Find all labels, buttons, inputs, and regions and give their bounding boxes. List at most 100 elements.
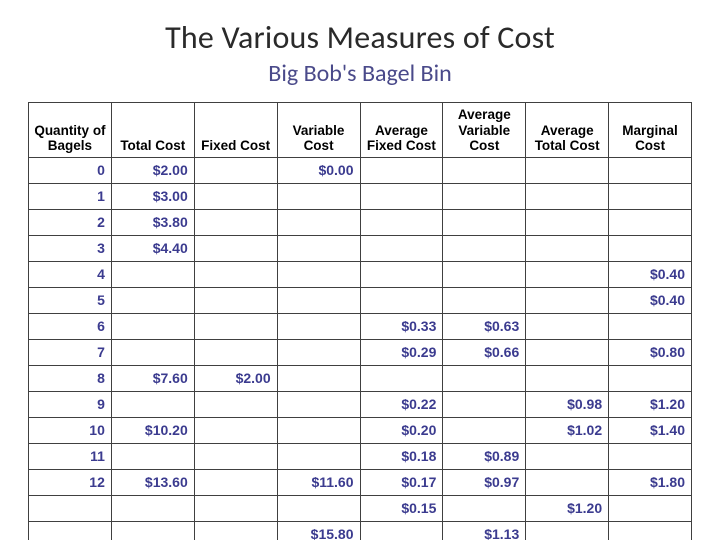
table-cell [526, 158, 609, 184]
table-cell: $0.33 [360, 314, 443, 340]
table-cell: $0.20 [360, 418, 443, 444]
table-col-header: Average Variable Cost [443, 103, 526, 158]
table-cell [443, 210, 526, 236]
table-cell [194, 340, 277, 366]
table-cell: $0.66 [443, 340, 526, 366]
table-cell: $1.20 [609, 392, 692, 418]
table-cell [360, 158, 443, 184]
table-cell [526, 184, 609, 210]
table-cell: $0.15 [360, 496, 443, 522]
table-cell [194, 210, 277, 236]
table-cell: $0.80 [609, 340, 692, 366]
table-cell [277, 236, 360, 262]
table-cell [609, 444, 692, 470]
table-cell [360, 262, 443, 288]
table-cell [526, 262, 609, 288]
table-cell [194, 314, 277, 340]
table-row: 0$2.00$0.00 [29, 158, 692, 184]
table-cell [443, 496, 526, 522]
table-row: $0.15 $1.20 [29, 496, 692, 522]
table-cell [609, 496, 692, 522]
table-cell [443, 158, 526, 184]
table-cell [526, 314, 609, 340]
table-cell [277, 496, 360, 522]
table-cell: 10 [29, 418, 112, 444]
table-cell: 12 [29, 470, 112, 496]
table-col-header: Marginal Cost [609, 103, 692, 158]
table-cell: $1.02 [526, 418, 609, 444]
table-cell [526, 288, 609, 314]
table-cell: 5 [29, 288, 112, 314]
table-row: $15.80$1.13 [29, 522, 692, 540]
table-cell [526, 340, 609, 366]
table-cell [277, 210, 360, 236]
page-subtitle: Big Bob's Bagel Bin [28, 59, 692, 88]
table-cell: $0.18 [360, 444, 443, 470]
table-cell: $4.40 [111, 236, 194, 262]
table-body: 0$2.00$0.001$3.002$3.803$4.404$0.405 $0.4… [29, 158, 692, 540]
table-cell [526, 210, 609, 236]
table-cell [194, 392, 277, 418]
table-col-header: Variable Cost [277, 103, 360, 158]
table-cell [360, 522, 443, 540]
table-cell [277, 418, 360, 444]
table-cell: $2.00 [111, 158, 194, 184]
table-cell: $0.29 [360, 340, 443, 366]
table-cell [277, 340, 360, 366]
table-cell: $0.97 [443, 470, 526, 496]
table-cell [609, 210, 692, 236]
table-cell: $15.80 [277, 522, 360, 540]
table-cell [111, 288, 194, 314]
table-cell [194, 262, 277, 288]
table-row: 11$0.18$0.89 [29, 444, 692, 470]
table-row: 4$0.40 [29, 262, 692, 288]
table-cell: $10.20 [111, 418, 194, 444]
page-title: The Various Measures of Cost [28, 18, 692, 57]
table-cell [443, 392, 526, 418]
table-cell [526, 522, 609, 540]
table-col-header: Average Total Cost [526, 103, 609, 158]
table-cell [609, 314, 692, 340]
table-cell: $0.63 [443, 314, 526, 340]
table-cell: $0.40 [609, 288, 692, 314]
table-row: 9$0.22$0.98$1.20 [29, 392, 692, 418]
table-row: 2$3.80 [29, 210, 692, 236]
table-cell [29, 522, 112, 540]
table-cell: 3 [29, 236, 112, 262]
table-cell [443, 236, 526, 262]
cost-table: Quantity of BagelsTotal CostFixed CostVa… [28, 102, 692, 540]
table-cell [111, 262, 194, 288]
table-cell [277, 262, 360, 288]
table-cell [277, 392, 360, 418]
table-cell [111, 392, 194, 418]
table-cell [443, 366, 526, 392]
table-col-header: Total Cost [111, 103, 194, 158]
table-cell [194, 444, 277, 470]
table-row: 12$13.60$11.60$0.17$0.97$1.80 [29, 470, 692, 496]
table-cell: 1 [29, 184, 112, 210]
table-cell [194, 496, 277, 522]
table-row: 6$0.33$0.63 [29, 314, 692, 340]
table-cell [443, 184, 526, 210]
table-cell [194, 522, 277, 540]
table-cell [609, 366, 692, 392]
table-cell [277, 184, 360, 210]
table-cell: $0.22 [360, 392, 443, 418]
table-cell: $0.40 [609, 262, 692, 288]
table-cell: $2.00 [194, 366, 277, 392]
table-cell [609, 158, 692, 184]
table-cell [194, 470, 277, 496]
table-cell: $3.00 [111, 184, 194, 210]
table-cell [111, 496, 194, 522]
table-cell: $3.80 [111, 210, 194, 236]
table-cell [194, 158, 277, 184]
table-cell [609, 236, 692, 262]
table-row: 7$0.29$0.66$0.80 [29, 340, 692, 366]
table-cell: $7.60 [111, 366, 194, 392]
table-cell [526, 366, 609, 392]
table-cell: 0 [29, 158, 112, 184]
table-cell: 11 [29, 444, 112, 470]
table-cell [609, 184, 692, 210]
table-cell: $1.20 [526, 496, 609, 522]
table-row: 8$7.60$2.00 [29, 366, 692, 392]
